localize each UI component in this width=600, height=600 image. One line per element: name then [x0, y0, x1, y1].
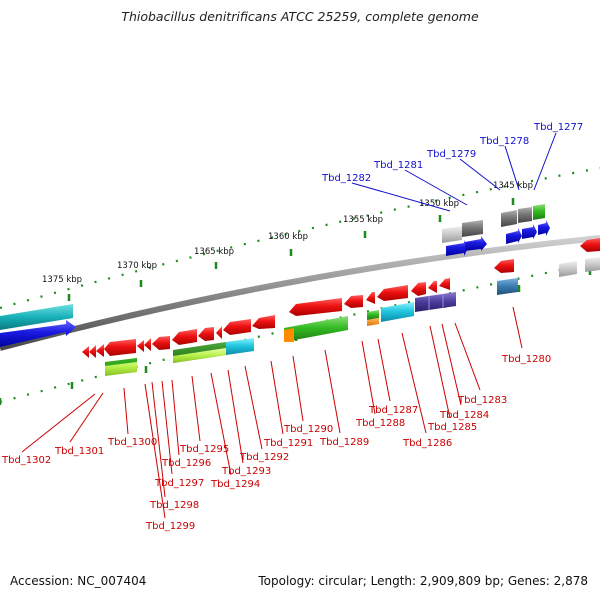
- ruler-label-1365: 1365 kbp: [194, 247, 234, 257]
- label-tbd-1302[interactable]: Tbd_1302: [1, 455, 51, 466]
- gene-cluster-red-lower[interactable]: [82, 278, 450, 358]
- gene-cyan-1286[interactable]: [381, 302, 414, 322]
- gene-steelblue-1280[interactable]: [497, 278, 518, 295]
- label-tbd-1281[interactable]: Tbd_1281: [373, 160, 423, 171]
- leader-lines-lower: [21, 306, 523, 519]
- label-tbd-1289[interactable]: Tbd_1289: [319, 437, 369, 448]
- label-tbd-1291[interactable]: Tbd_1291: [263, 438, 313, 449]
- label-tbd-1277[interactable]: Tbd_1277: [533, 122, 583, 133]
- gene-red-far-right[interactable]: [558, 238, 600, 268]
- label-tbd-1286[interactable]: Tbd_1286: [402, 438, 452, 449]
- ruler-label-1360: 1360 kbp: [268, 232, 308, 242]
- gene-green-1288[interactable]: [367, 310, 379, 326]
- label-tbd-1282[interactable]: Tbd_1282: [321, 173, 371, 184]
- gene-lightgray-1282[interactable]: [442, 226, 462, 243]
- label-tbd-1290[interactable]: Tbd_1290: [283, 424, 333, 435]
- gene-lightgray-right[interactable]: [559, 257, 600, 277]
- gene-lime-1300[interactable]: [105, 358, 137, 376]
- label-tbd-1279[interactable]: Tbd_1279: [426, 149, 476, 160]
- label-tbd-1296[interactable]: Tbd_1296: [161, 458, 211, 469]
- gene-red-1280[interactable]: [494, 259, 514, 273]
- label-tbd-1295[interactable]: Tbd_1295: [179, 444, 229, 455]
- label-tbd-1288[interactable]: Tbd_1288: [355, 418, 405, 429]
- leader-lines-upper: [351, 132, 557, 212]
- label-tbd-1283[interactable]: Tbd_1283: [457, 395, 507, 406]
- ruler-label-1345: 1345 kbp: [493, 181, 533, 191]
- genome-backbone: [0, 235, 600, 351]
- gene-blue-1279[interactable]: [506, 228, 522, 244]
- gene-blue-1281[interactable]: [465, 236, 487, 251]
- ruler-label-1370: 1370 kbp: [117, 261, 157, 271]
- gene-blue-1277[interactable]: [538, 220, 550, 236]
- gene-blue-1278[interactable]: [522, 224, 537, 239]
- label-tbd-1280[interactable]: Tbd_1280: [501, 354, 551, 365]
- accession-text: Accession: NC_007404: [10, 574, 147, 588]
- gene-green-1295[interactable]: [173, 342, 226, 363]
- gene-green-1277[interactable]: [533, 204, 545, 220]
- label-tbd-1297[interactable]: Tbd_1297: [154, 478, 204, 489]
- label-tbd-1300[interactable]: Tbd_1300: [107, 437, 157, 448]
- label-tbd-1293[interactable]: Tbd_1293: [221, 466, 271, 477]
- gene-green-1289[interactable]: [284, 316, 348, 342]
- label-tbd-1278[interactable]: Tbd_1278: [479, 136, 529, 147]
- genome-stats-text: Topology: circular; Length: 2,909,809 bp…: [258, 574, 588, 588]
- label-tbd-1284[interactable]: Tbd_1284: [439, 410, 489, 421]
- ruler-label-1355: 1355 kbp: [343, 215, 383, 225]
- ruler-track-upper: [0, 166, 600, 310]
- gene-gray-1279[interactable]: [501, 210, 517, 227]
- gene-cyan-1292[interactable]: [226, 338, 254, 355]
- gene-gray-1281[interactable]: [462, 220, 483, 237]
- gene-cyan-left[interactable]: [0, 304, 73, 330]
- label-tbd-1285[interactable]: Tbd_1285: [427, 422, 477, 433]
- label-tbd-1294[interactable]: Tbd_1294: [210, 479, 260, 490]
- label-tbd-1287[interactable]: Tbd_1287: [368, 405, 418, 416]
- label-tbd-1298[interactable]: Tbd_1298: [149, 500, 199, 511]
- map-title: Thiobacillus denitrificans ATCC 25259, c…: [121, 9, 479, 24]
- gene-blue-left[interactable]: [0, 320, 76, 347]
- gene-purple-1285[interactable]: [415, 292, 456, 312]
- ruler-label-1375: 1375 kbp: [42, 275, 82, 285]
- label-tbd-1301[interactable]: Tbd_1301: [54, 446, 104, 457]
- ruler-label-1350: 1350 kbp: [419, 199, 459, 209]
- gene-gray-1278[interactable]: [518, 207, 532, 223]
- label-tbd-1299[interactable]: Tbd_1299: [145, 521, 195, 532]
- ruler-ticks: [0, 198, 592, 405]
- label-tbd-1292[interactable]: Tbd_1292: [239, 452, 289, 463]
- gene-blue-1282[interactable]: [446, 240, 468, 256]
